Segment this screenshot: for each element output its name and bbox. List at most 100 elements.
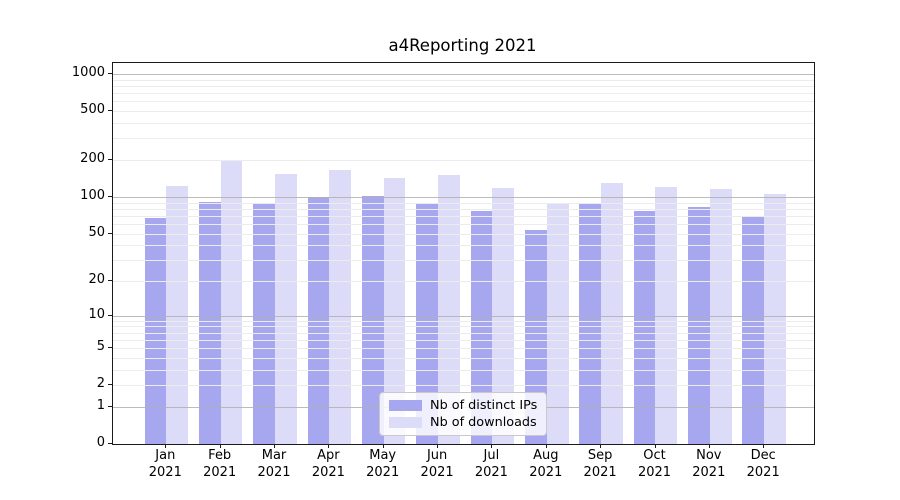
x-tick [219, 444, 221, 448]
y-tick-label: 1000 [71, 65, 105, 80]
x-tick [328, 444, 330, 448]
y-tick-label: 5 [96, 339, 105, 355]
y-tick [108, 232, 112, 234]
x-tick [708, 444, 710, 448]
y-tick-label: 1 [96, 397, 105, 413]
bar-distinct-ips [198, 201, 221, 444]
y-tick-label: 200 [80, 151, 105, 166]
x-tick [491, 444, 493, 448]
x-tick [274, 444, 275, 448]
gridline-minor [113, 385, 814, 387]
bar-distinct-ips [361, 195, 384, 444]
gridline-minor [113, 332, 814, 334]
gridline-minor [113, 215, 814, 217]
x-tick-label: Nov 2021 [692, 448, 726, 480]
gridline-minor [113, 79, 814, 81]
y-tick [108, 159, 112, 160]
bar-downloads [329, 170, 352, 444]
x-tick-label: May 2021 [366, 448, 400, 480]
gridline-minor [113, 245, 814, 247]
legend-item-downloads: Nb of downloads [389, 414, 537, 431]
gridline-minor [113, 138, 814, 140]
x-tick-label: Jun 2021 [420, 448, 454, 480]
bar-downloads [383, 177, 406, 444]
bar-distinct-ips [579, 204, 602, 444]
x-tick [437, 444, 439, 448]
bar-downloads [546, 202, 569, 444]
y-tick [108, 110, 112, 112]
gridline-minor [113, 260, 814, 262]
bar-distinct-ips [688, 207, 710, 444]
y-tick [108, 384, 112, 386]
gridline-minor [113, 123, 814, 124]
x-tick-label: Oct 2021 [637, 448, 672, 480]
gridline-minor [113, 93, 814, 95]
gridline-minor [113, 357, 814, 359]
bar-downloads [166, 185, 189, 444]
gridline-minor [113, 208, 814, 210]
bar-distinct-ips [416, 202, 439, 444]
legend: Nb of distinct IPs Nb of downloads [379, 392, 548, 436]
gridline-minor [113, 223, 814, 225]
gridline-minor [113, 326, 814, 328]
bar-distinct-ips [144, 218, 167, 444]
gridline-minor [113, 86, 814, 87]
bar-distinct-ips [253, 203, 275, 444]
x-tick-label: Apr 2021 [311, 448, 345, 480]
y-tick [108, 314, 112, 316]
y-tick-label: 20 [88, 272, 105, 287]
chart-title: a4Reporting 2021 [388, 36, 537, 55]
y-tick-label: 0 [96, 435, 105, 450]
bar-distinct-ips [307, 196, 330, 444]
x-tick-label: Jan 2021 [148, 448, 182, 480]
bar-distinct-ips [524, 230, 547, 444]
x-tick-label: Dec 2021 [746, 448, 780, 480]
plot-area [112, 62, 815, 445]
gridline-minor [113, 111, 814, 113]
gridline-minor [113, 101, 814, 103]
bar-downloads [438, 174, 460, 444]
x-tick-label: Mar 2021 [257, 448, 291, 480]
gridline-major [113, 196, 814, 198]
gridline-minor [113, 202, 814, 204]
gridline-minor [113, 320, 814, 322]
x-tick [382, 444, 384, 448]
y-tick [108, 73, 112, 74]
bar-distinct-ips [742, 215, 765, 444]
x-tick [600, 444, 602, 448]
y-tick [108, 280, 112, 281]
gridline-minor [113, 160, 814, 161]
gridline-minor [113, 339, 814, 341]
x-tick-label: Sep 2021 [583, 448, 617, 480]
x-tick-label: Feb 2021 [203, 448, 237, 480]
legend-swatch-distinct-ips [389, 400, 422, 411]
x-tick [545, 444, 547, 448]
gridline-minor [113, 369, 814, 371]
y-tick-label: 2 [96, 376, 105, 392]
y-tick [108, 443, 112, 444]
legend-swatch-downloads [389, 417, 422, 428]
gridline-major [113, 315, 814, 317]
y-tick-label: 10 [88, 306, 105, 322]
gridline-minor [113, 348, 814, 350]
y-tick-label: 100 [80, 187, 105, 203]
bar-downloads [601, 183, 623, 444]
gridline-major [113, 74, 814, 75]
x-tick-label: Jul 2021 [474, 448, 508, 480]
gridline-minor [113, 233, 814, 235]
bar-downloads [764, 193, 786, 444]
legend-item-distinct-ips: Nb of distinct IPs [389, 397, 537, 414]
x-tick [763, 444, 765, 448]
bar-downloads [275, 174, 297, 444]
y-tick [108, 347, 112, 349]
gridline-minor [113, 281, 814, 282]
y-tick-label: 50 [88, 224, 105, 240]
bar-downloads [220, 160, 243, 444]
legend-label-downloads: Nb of downloads [430, 415, 537, 430]
y-tick [108, 195, 112, 197]
legend-label-distinct-ips: Nb of distinct IPs [430, 398, 538, 413]
x-tick-label: Aug 2021 [529, 448, 563, 480]
y-tick-label: 500 [80, 102, 105, 118]
y-tick [108, 405, 112, 407]
